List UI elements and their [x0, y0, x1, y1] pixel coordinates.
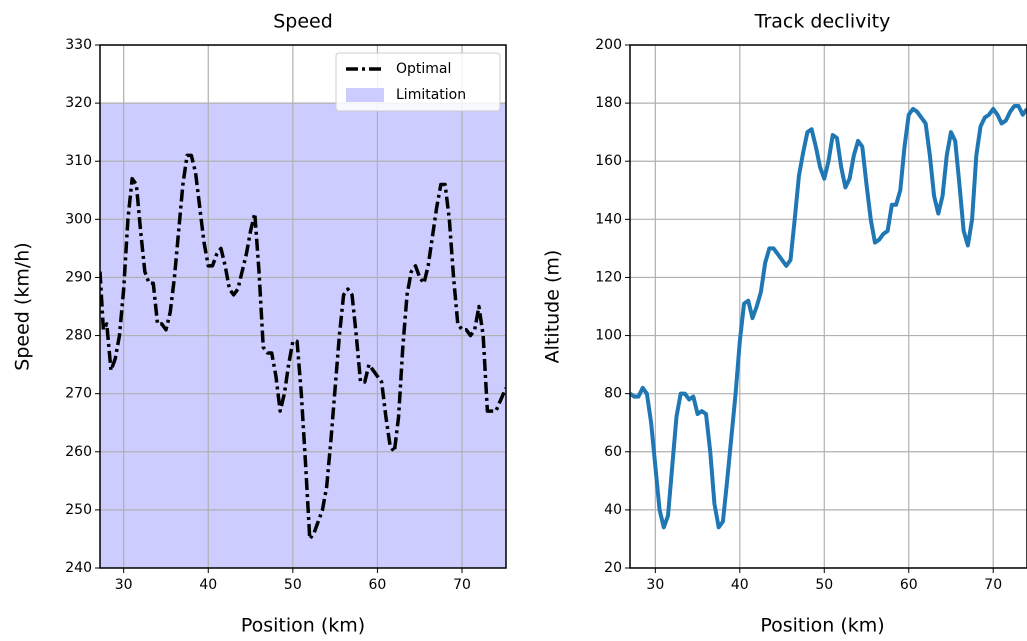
- x-tick-label: 60: [900, 577, 918, 593]
- axes-frame: [99, 44, 507, 569]
- x-tick-label: 60: [369, 577, 387, 593]
- y-tick-label: 180: [595, 95, 622, 111]
- y-tick-label: 240: [65, 560, 92, 576]
- legend-label: Optimal: [396, 61, 451, 77]
- y-tick-label: 80: [604, 386, 622, 402]
- y-tick-label: 100: [595, 328, 622, 344]
- axes-frame: [629, 44, 1027, 569]
- y-tick-label: 20: [604, 560, 622, 576]
- y-tick-label: 120: [595, 269, 622, 285]
- chart-title: Speed: [273, 11, 333, 33]
- y-tick-label: 270: [65, 386, 92, 402]
- y-tick-label: 260: [65, 444, 92, 460]
- y-tick-label: 280: [65, 328, 92, 344]
- y-tick-label: 60: [604, 444, 622, 460]
- y-tick-label: 140: [595, 211, 622, 227]
- x-axis-label: Position (km): [241, 615, 365, 637]
- y-tick-label: 40: [604, 502, 622, 518]
- y-tick-label: 330: [65, 37, 92, 53]
- y-tick-label: 310: [65, 153, 92, 169]
- y-axis-label: Speed (km/h): [12, 242, 34, 370]
- legend-label: Limitation: [396, 87, 466, 103]
- y-axis-label: Altitude (m): [542, 250, 564, 364]
- x-tick-label: 70: [984, 577, 1002, 593]
- plot-area: [630, 45, 1027, 568]
- x-tick-label: 70: [453, 577, 471, 593]
- x-tick-label: 40: [731, 577, 749, 593]
- x-tick-label: 40: [199, 577, 217, 593]
- plot-area: [100, 45, 506, 568]
- x-tick-label: 30: [646, 577, 664, 593]
- series-line: [630, 104, 1027, 530]
- series-line: [100, 153, 506, 541]
- y-tick-label: 250: [65, 502, 92, 518]
- x-tick-label: 50: [815, 577, 833, 593]
- y-tick-label: 320: [65, 95, 92, 111]
- legend-swatch: [346, 88, 384, 102]
- chart-title: Track declivity: [754, 11, 891, 33]
- y-tick-label: 200: [595, 37, 622, 53]
- y-tick-label: 290: [65, 269, 92, 285]
- y-tick-label: 300: [65, 211, 92, 227]
- x-tick-label: 50: [284, 577, 302, 593]
- y-tick-label: 160: [595, 153, 622, 169]
- x-tick-label: 30: [115, 577, 133, 593]
- x-axis-label: Position (km): [760, 615, 884, 637]
